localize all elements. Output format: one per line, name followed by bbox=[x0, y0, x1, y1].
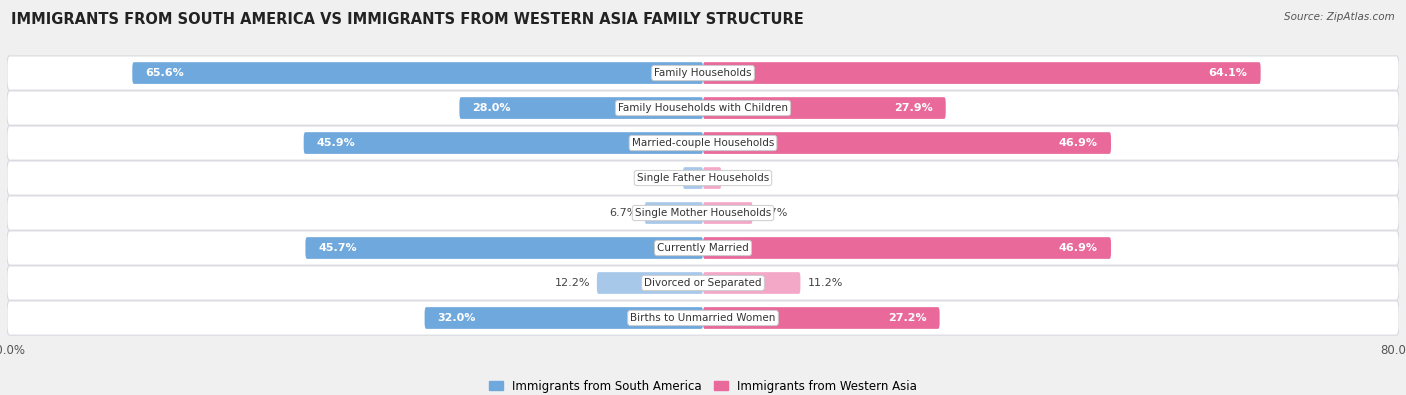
Text: 2.3%: 2.3% bbox=[648, 173, 676, 183]
FancyBboxPatch shape bbox=[132, 62, 703, 84]
Text: Divorced or Separated: Divorced or Separated bbox=[644, 278, 762, 288]
FancyBboxPatch shape bbox=[703, 132, 1111, 154]
Text: 46.9%: 46.9% bbox=[1059, 243, 1098, 253]
FancyBboxPatch shape bbox=[703, 97, 946, 119]
FancyBboxPatch shape bbox=[7, 231, 1399, 265]
FancyBboxPatch shape bbox=[703, 237, 1111, 259]
Text: Single Mother Households: Single Mother Households bbox=[636, 208, 770, 218]
FancyBboxPatch shape bbox=[7, 161, 1399, 195]
FancyBboxPatch shape bbox=[305, 237, 703, 259]
Text: 2.1%: 2.1% bbox=[728, 173, 756, 183]
Text: Births to Unmarried Women: Births to Unmarried Women bbox=[630, 313, 776, 323]
Text: 5.7%: 5.7% bbox=[759, 208, 787, 218]
FancyBboxPatch shape bbox=[460, 97, 703, 119]
Text: Single Father Households: Single Father Households bbox=[637, 173, 769, 183]
Text: 45.7%: 45.7% bbox=[319, 243, 357, 253]
Text: 27.9%: 27.9% bbox=[894, 103, 932, 113]
FancyBboxPatch shape bbox=[7, 126, 1399, 160]
Text: 27.2%: 27.2% bbox=[889, 313, 927, 323]
Text: IMMIGRANTS FROM SOUTH AMERICA VS IMMIGRANTS FROM WESTERN ASIA FAMILY STRUCTURE: IMMIGRANTS FROM SOUTH AMERICA VS IMMIGRA… bbox=[11, 12, 804, 27]
Text: 6.7%: 6.7% bbox=[609, 208, 638, 218]
Text: 12.2%: 12.2% bbox=[554, 278, 591, 288]
Text: 65.6%: 65.6% bbox=[145, 68, 184, 78]
Text: Currently Married: Currently Married bbox=[657, 243, 749, 253]
Text: 46.9%: 46.9% bbox=[1059, 138, 1098, 148]
Text: Married-couple Households: Married-couple Households bbox=[631, 138, 775, 148]
FancyBboxPatch shape bbox=[703, 62, 1261, 84]
Text: 45.9%: 45.9% bbox=[316, 138, 356, 148]
Text: Source: ZipAtlas.com: Source: ZipAtlas.com bbox=[1284, 12, 1395, 22]
FancyBboxPatch shape bbox=[703, 307, 939, 329]
FancyBboxPatch shape bbox=[683, 167, 703, 189]
FancyBboxPatch shape bbox=[645, 202, 703, 224]
Text: Family Households with Children: Family Households with Children bbox=[619, 103, 787, 113]
FancyBboxPatch shape bbox=[7, 91, 1399, 125]
FancyBboxPatch shape bbox=[425, 307, 703, 329]
Text: 28.0%: 28.0% bbox=[472, 103, 510, 113]
FancyBboxPatch shape bbox=[598, 272, 703, 294]
FancyBboxPatch shape bbox=[304, 132, 703, 154]
Text: 11.2%: 11.2% bbox=[807, 278, 842, 288]
FancyBboxPatch shape bbox=[703, 272, 800, 294]
Text: Family Households: Family Households bbox=[654, 68, 752, 78]
Text: 64.1%: 64.1% bbox=[1209, 68, 1247, 78]
Text: 32.0%: 32.0% bbox=[437, 313, 477, 323]
FancyBboxPatch shape bbox=[7, 301, 1399, 335]
Legend: Immigrants from South America, Immigrants from Western Asia: Immigrants from South America, Immigrant… bbox=[484, 375, 922, 395]
FancyBboxPatch shape bbox=[7, 266, 1399, 300]
FancyBboxPatch shape bbox=[703, 202, 752, 224]
FancyBboxPatch shape bbox=[703, 167, 721, 189]
FancyBboxPatch shape bbox=[7, 196, 1399, 230]
FancyBboxPatch shape bbox=[7, 56, 1399, 90]
